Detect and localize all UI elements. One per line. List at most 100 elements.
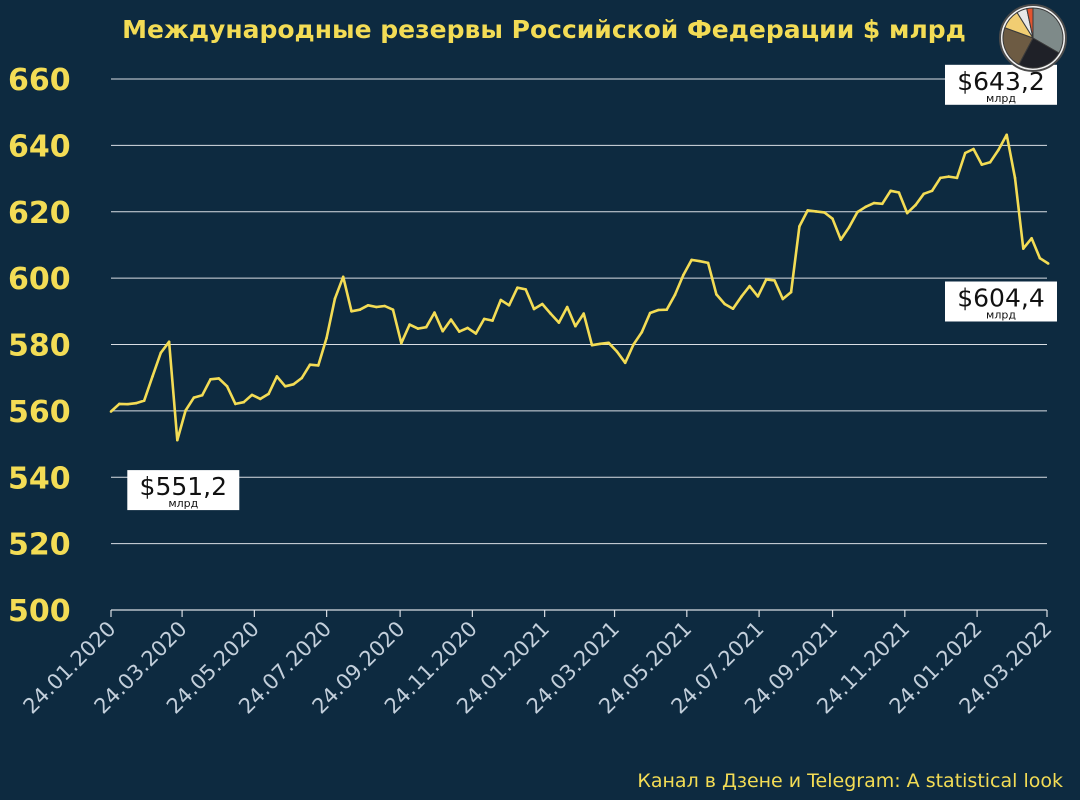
- y-tick-label: 600: [8, 262, 71, 297]
- data-point: [209, 378, 212, 381]
- data-point: [632, 343, 635, 346]
- data-point: [723, 302, 726, 306]
- data-point: [781, 297, 785, 301]
- data-point: [565, 305, 569, 309]
- data-point: [200, 394, 204, 397]
- data-point: [897, 191, 901, 194]
- data-point: [416, 327, 420, 330]
- data-point: [698, 259, 702, 263]
- data-point: [375, 305, 378, 309]
- data-point: [242, 400, 245, 404]
- data-point: [466, 326, 469, 330]
- y-tick-label: 560: [8, 395, 71, 430]
- data-point: [648, 311, 652, 315]
- data-point: [408, 323, 411, 326]
- data-point: [682, 273, 685, 277]
- data-point: [250, 393, 254, 397]
- data-point: [922, 192, 926, 196]
- data-point: [259, 397, 262, 401]
- data-point: [549, 312, 552, 315]
- data-point: [997, 148, 1000, 152]
- y-tick-label: 520: [8, 528, 71, 563]
- data-point: [126, 402, 129, 406]
- data-point: [317, 364, 320, 367]
- data-point: [1038, 256, 1042, 260]
- data-point: [474, 332, 478, 335]
- data-point: [449, 318, 453, 321]
- data-point: [980, 163, 984, 166]
- data-point: [325, 336, 328, 340]
- y-tick-label: 620: [8, 196, 71, 231]
- y-tick-label: 540: [8, 461, 71, 496]
- pie-chart-logo-icon: [999, 4, 1067, 72]
- data-point: [192, 396, 196, 399]
- data-point: [142, 399, 146, 402]
- logo-slice: [1002, 27, 1034, 66]
- data-point: [690, 258, 693, 262]
- data-point: [424, 325, 428, 329]
- data-point: [184, 409, 187, 412]
- data-point: [499, 298, 503, 302]
- data-point: [905, 211, 909, 215]
- y-tick-label: 640: [8, 129, 71, 164]
- logo-slice: [1026, 7, 1034, 39]
- data-point: [358, 308, 362, 312]
- data-point: [657, 308, 660, 312]
- data-point: [400, 341, 403, 345]
- callout-box: [127, 470, 240, 511]
- data-point: [748, 284, 751, 288]
- y-tick-label: 660: [8, 63, 71, 98]
- data-point: [773, 279, 776, 282]
- data-point: [151, 375, 154, 378]
- data-point: [482, 317, 486, 321]
- x-axis: 24.01.202024.03.202024.05.202024.07.2020…: [19, 609, 1057, 719]
- data-point: [524, 288, 527, 291]
- callout-box: [945, 281, 1057, 322]
- data-point: [491, 319, 494, 322]
- data-point: [856, 210, 859, 214]
- data-point: [881, 202, 884, 206]
- data-point: [516, 286, 519, 290]
- data-point: [341, 275, 345, 279]
- data-point: [176, 438, 179, 442]
- data-point: [159, 351, 163, 355]
- data-point: [234, 402, 237, 406]
- data-point: [740, 295, 743, 299]
- data-point: [665, 308, 668, 312]
- chart-title: Международные резервы Российской Федерац…: [122, 15, 966, 44]
- data-point: [557, 321, 561, 324]
- data-point: [391, 308, 395, 312]
- data-point: [872, 201, 876, 205]
- data-point: [134, 401, 138, 405]
- y-tick-label: 500: [8, 594, 71, 629]
- data-point: [599, 342, 602, 346]
- data-point: [1046, 262, 1050, 265]
- data-point: [623, 361, 627, 365]
- data-point: [955, 176, 959, 180]
- data-point: [433, 311, 436, 314]
- data-point: [283, 385, 287, 388]
- callout-unit: млрд: [168, 497, 198, 510]
- data-point: [914, 203, 917, 207]
- data-point: [507, 304, 511, 307]
- data-point: [1013, 176, 1017, 180]
- data-point: [590, 343, 594, 347]
- data-point: [441, 329, 445, 333]
- data-point: [308, 363, 312, 367]
- callout-unit: млрд: [986, 309, 1016, 322]
- data-point: [756, 295, 760, 298]
- data-point: [109, 410, 113, 413]
- callout-unit: млрд: [986, 92, 1016, 105]
- data-point: [789, 290, 793, 294]
- data-point: [764, 278, 768, 281]
- data-point: [366, 304, 370, 307]
- data-point: [1022, 247, 1025, 250]
- logo-slice: [1018, 37, 1060, 69]
- data-point: [383, 304, 387, 308]
- data-point: [947, 175, 950, 178]
- series-line: [110, 133, 1049, 442]
- data-point: [333, 297, 337, 301]
